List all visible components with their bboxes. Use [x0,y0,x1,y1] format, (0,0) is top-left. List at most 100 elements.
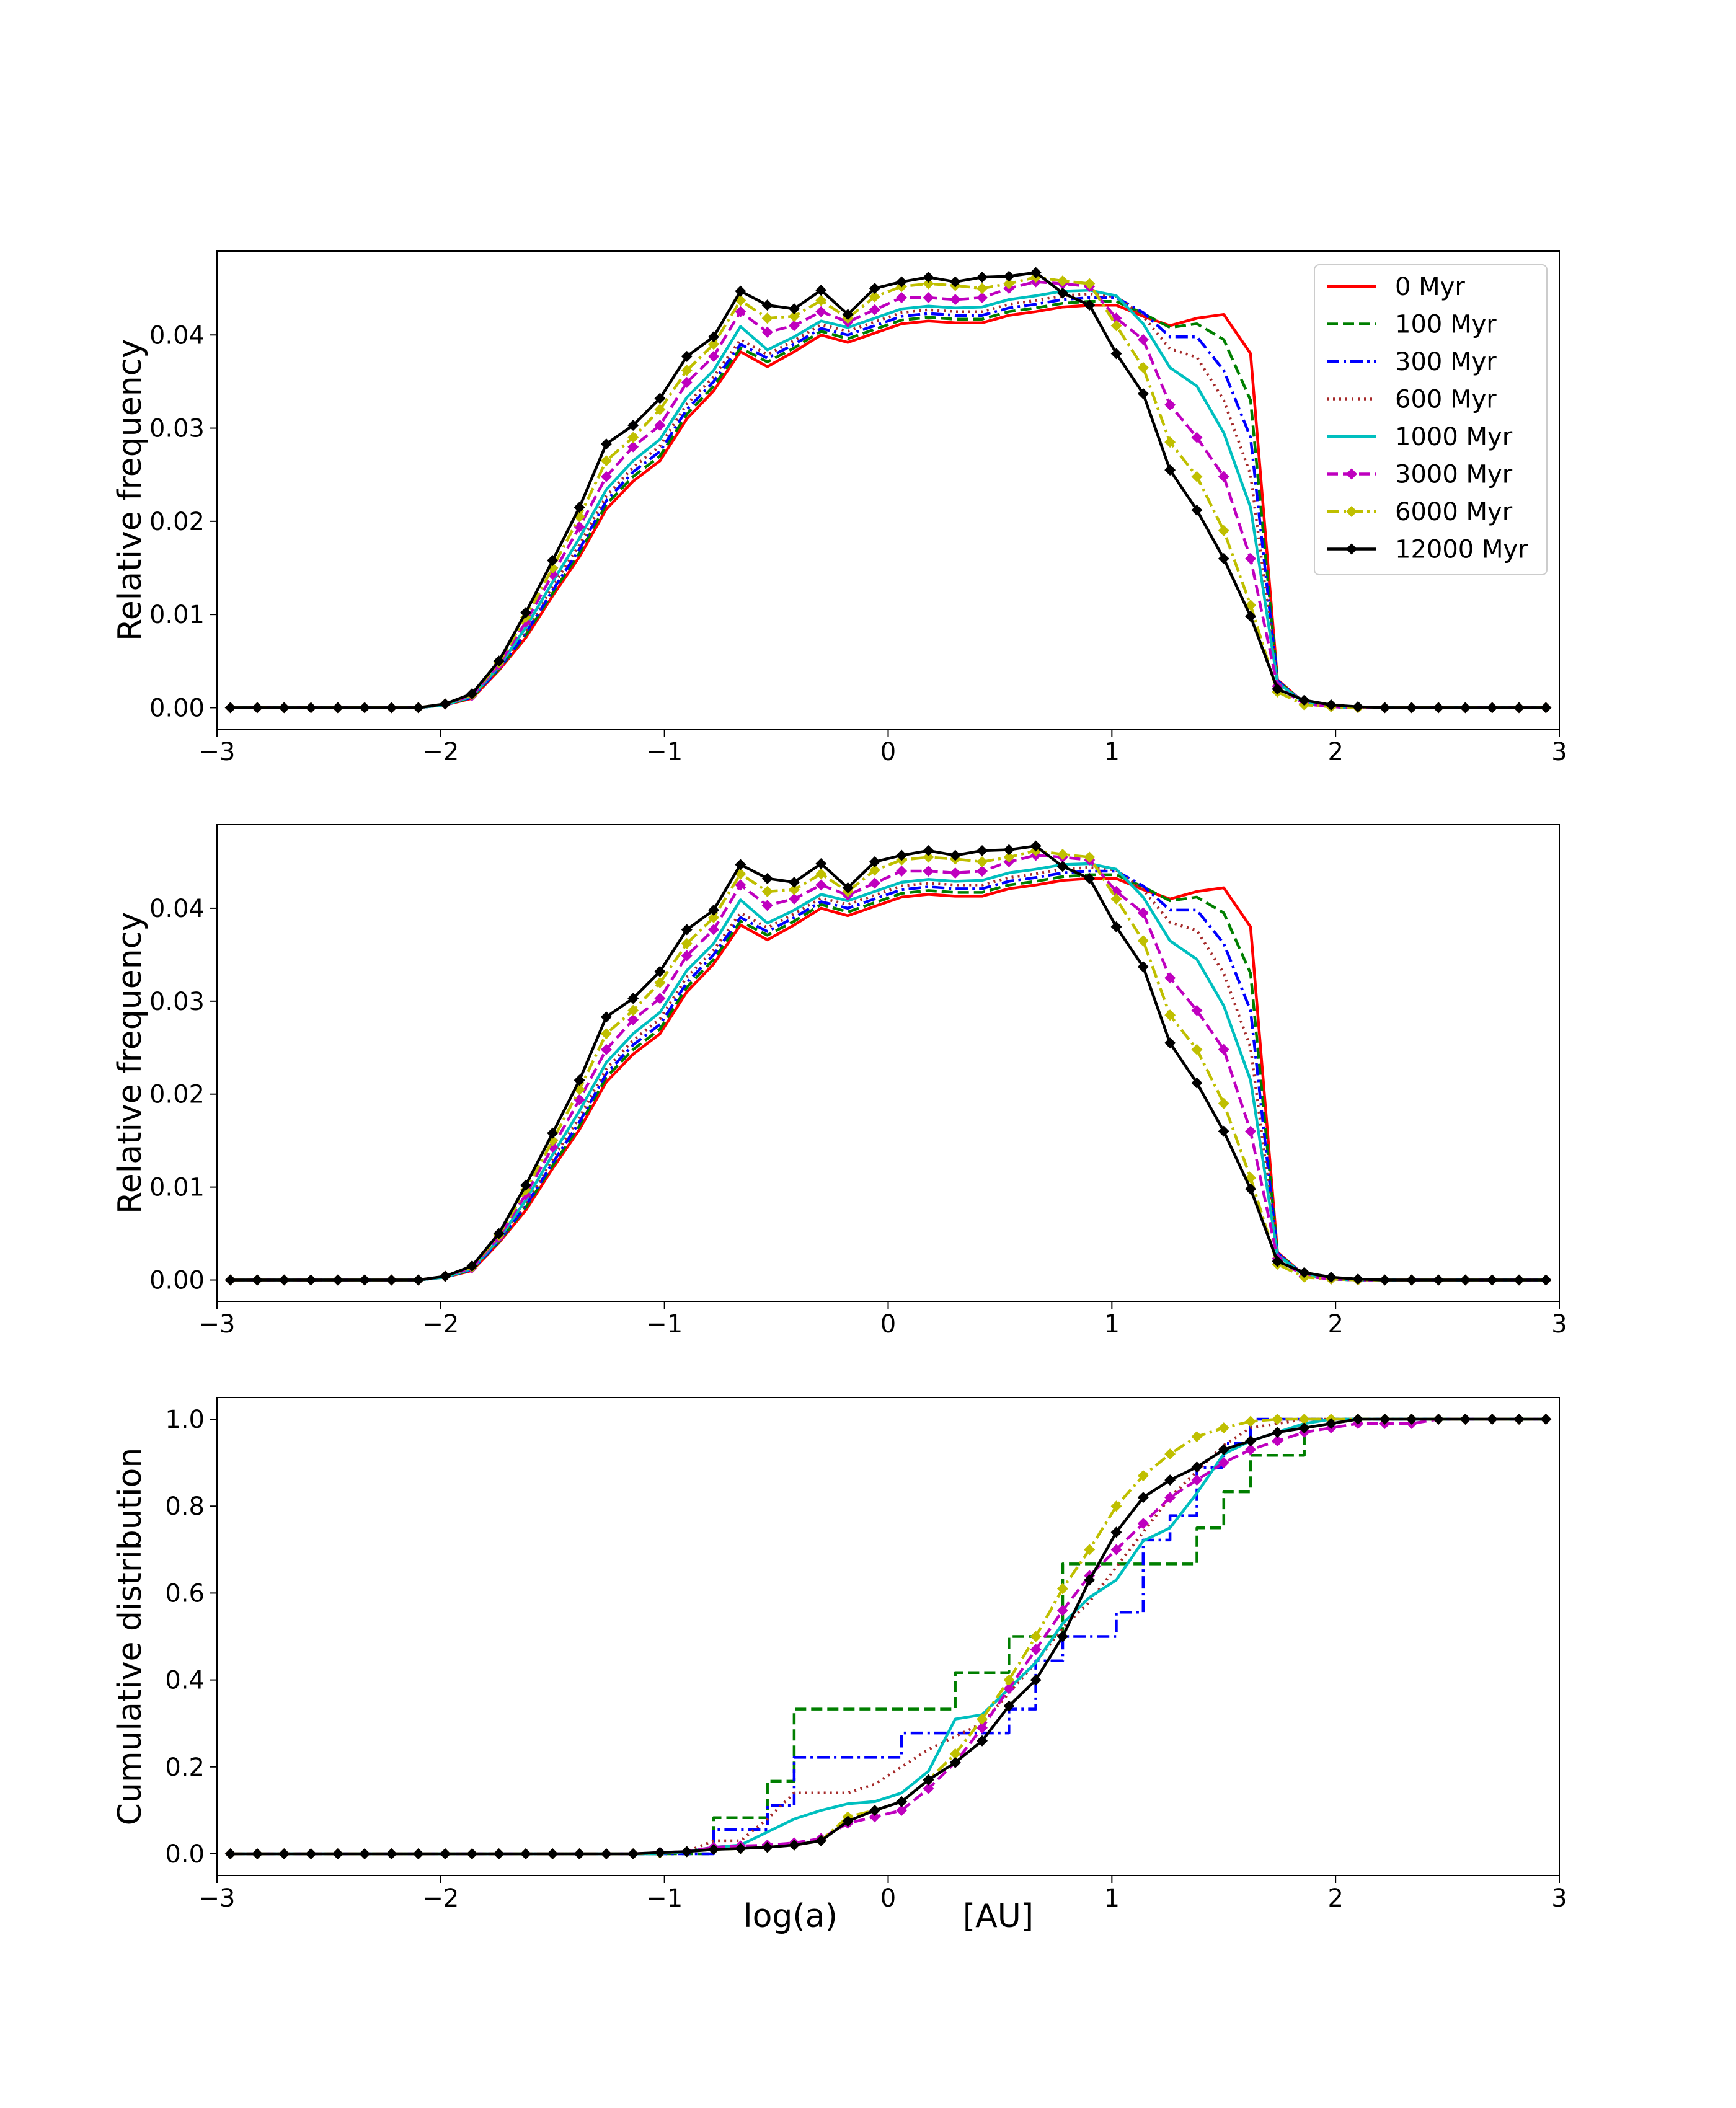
data-point-12000-myr [1540,702,1552,714]
data-point-12000-myr [1003,1700,1015,1712]
data-point-12000-myr [842,882,854,893]
data-point-12000-myr [1298,1267,1310,1278]
data-point-6000-myr [1298,1414,1310,1425]
data-point-12000-myr [412,702,424,714]
data-point-12000-myr [976,844,988,856]
data-point-6000-myr [600,455,612,467]
data-point-12000-myr [359,1848,371,1859]
data-point-6000-myr [1056,848,1068,860]
data-point-3000-myr [1110,312,1122,324]
data-point-12000-myr [869,856,880,867]
x-tick-label: 2 [1327,1310,1343,1339]
data-point-3000-myr [896,1804,908,1816]
x-tick-label: −2 [422,1884,459,1913]
data-point-12000-myr [949,276,961,288]
data-point-6000-myr [815,294,827,306]
data-point-6000-myr [1084,1544,1096,1556]
data-point-12000-myr [1459,702,1471,714]
data-point-3000-myr [1164,972,1176,984]
data-point-3000-myr [1164,399,1176,410]
data-point-12000-myr [574,502,585,513]
data-point-12000-myr [493,1228,505,1239]
data-point-12000-myr [1352,1273,1364,1285]
data-point-3000-myr [788,320,800,332]
data-point-3000-myr [708,924,720,936]
data-point-12000-myr [520,1848,531,1859]
data-point-12000-myr [278,702,290,714]
data-point-12000-myr [574,1074,585,1086]
data-point-12000-myr [1298,1422,1310,1434]
data-point-12000-myr [466,1260,478,1272]
y-tick-label: 0.02 [149,1081,205,1109]
data-point-6000-myr [976,283,988,294]
data-point-3000-myr [1218,1457,1229,1469]
x-tick-label: 3 [1551,1310,1567,1339]
data-point-12000-myr [1245,611,1257,622]
data-point-12000-myr [520,607,531,619]
data-point-3000-myr [627,441,639,453]
data-point-3000-myr [949,867,961,879]
data-point-12000-myr [1137,961,1149,973]
data-point-12000-myr [278,1848,290,1859]
data-point-12000-myr [251,1274,263,1286]
data-point-12000-myr [1379,1414,1391,1425]
y-tick-label: 0.04 [149,321,205,350]
data-point-12000-myr [1191,504,1203,516]
data-point-3000-myr [923,292,934,304]
y-tick-label: 0.0 [165,1840,205,1869]
x-tick-label: −2 [422,738,459,766]
data-point-6000-myr [1218,1097,1229,1109]
x-tick-label: −1 [646,738,683,766]
data-point-6000-myr [815,868,827,880]
x-axis-label-unit: [AU] [963,1898,1034,1935]
data-point-12000-myr [1513,1274,1525,1286]
legend-label-1000-myr: 1000 Myr [1395,423,1513,451]
data-point-12000-myr [493,655,505,667]
series-line-1000-myr [230,1417,1546,1856]
data-point-6000-myr [654,404,666,415]
data-point-6000-myr [1003,851,1015,863]
data-point-12000-myr [1406,1274,1417,1286]
series-group [224,267,1552,714]
data-point-12000-myr [1084,1574,1096,1586]
data-point-6000-myr [1245,1415,1257,1427]
data-point-12000-myr [278,1274,290,1286]
x-tick-label: −3 [199,1884,236,1913]
data-point-12000-myr [224,1848,236,1859]
data-point-12000-myr [1298,694,1310,706]
legend-label-0-myr: 0 Myr [1395,273,1465,301]
data-point-3000-myr [1245,552,1257,564]
data-point-6000-myr [1137,935,1149,947]
y-tick-label: 0.02 [149,508,205,536]
data-point-6000-myr [1110,320,1122,332]
data-point-12000-myr [1218,1125,1229,1137]
data-point-6000-myr [1137,361,1149,373]
data-point-6000-myr [761,312,773,324]
data-point-6000-myr [1164,1448,1176,1460]
data-point-12000-myr [1003,844,1015,856]
data-point-12000-myr [896,849,908,861]
data-point-12000-myr [1218,1444,1229,1456]
data-point-3000-myr [708,350,720,362]
data-point-12000-myr [1030,267,1042,278]
data-point-6000-myr [923,851,934,863]
x-tick-label: −3 [199,1310,236,1339]
data-point-12000-myr [1056,287,1068,299]
data-point-12000-myr [493,1848,505,1859]
data-point-6000-myr [681,937,693,949]
data-point-3000-myr [788,893,800,905]
data-point-12000-myr [386,1274,397,1286]
legend-marker-6000-myr [1346,506,1357,517]
data-point-3000-myr [869,877,880,889]
data-point-12000-myr [359,702,371,714]
data-point-6000-myr [788,884,800,895]
data-point-12000-myr [251,702,263,714]
data-point-6000-myr [708,911,720,923]
y-tick-label: 0.8 [165,1492,205,1521]
data-point-3000-myr [1056,1605,1068,1616]
data-point-12000-myr [708,904,720,916]
data-point-12000-myr [1030,840,1042,852]
data-point-12000-myr [1272,1256,1283,1267]
